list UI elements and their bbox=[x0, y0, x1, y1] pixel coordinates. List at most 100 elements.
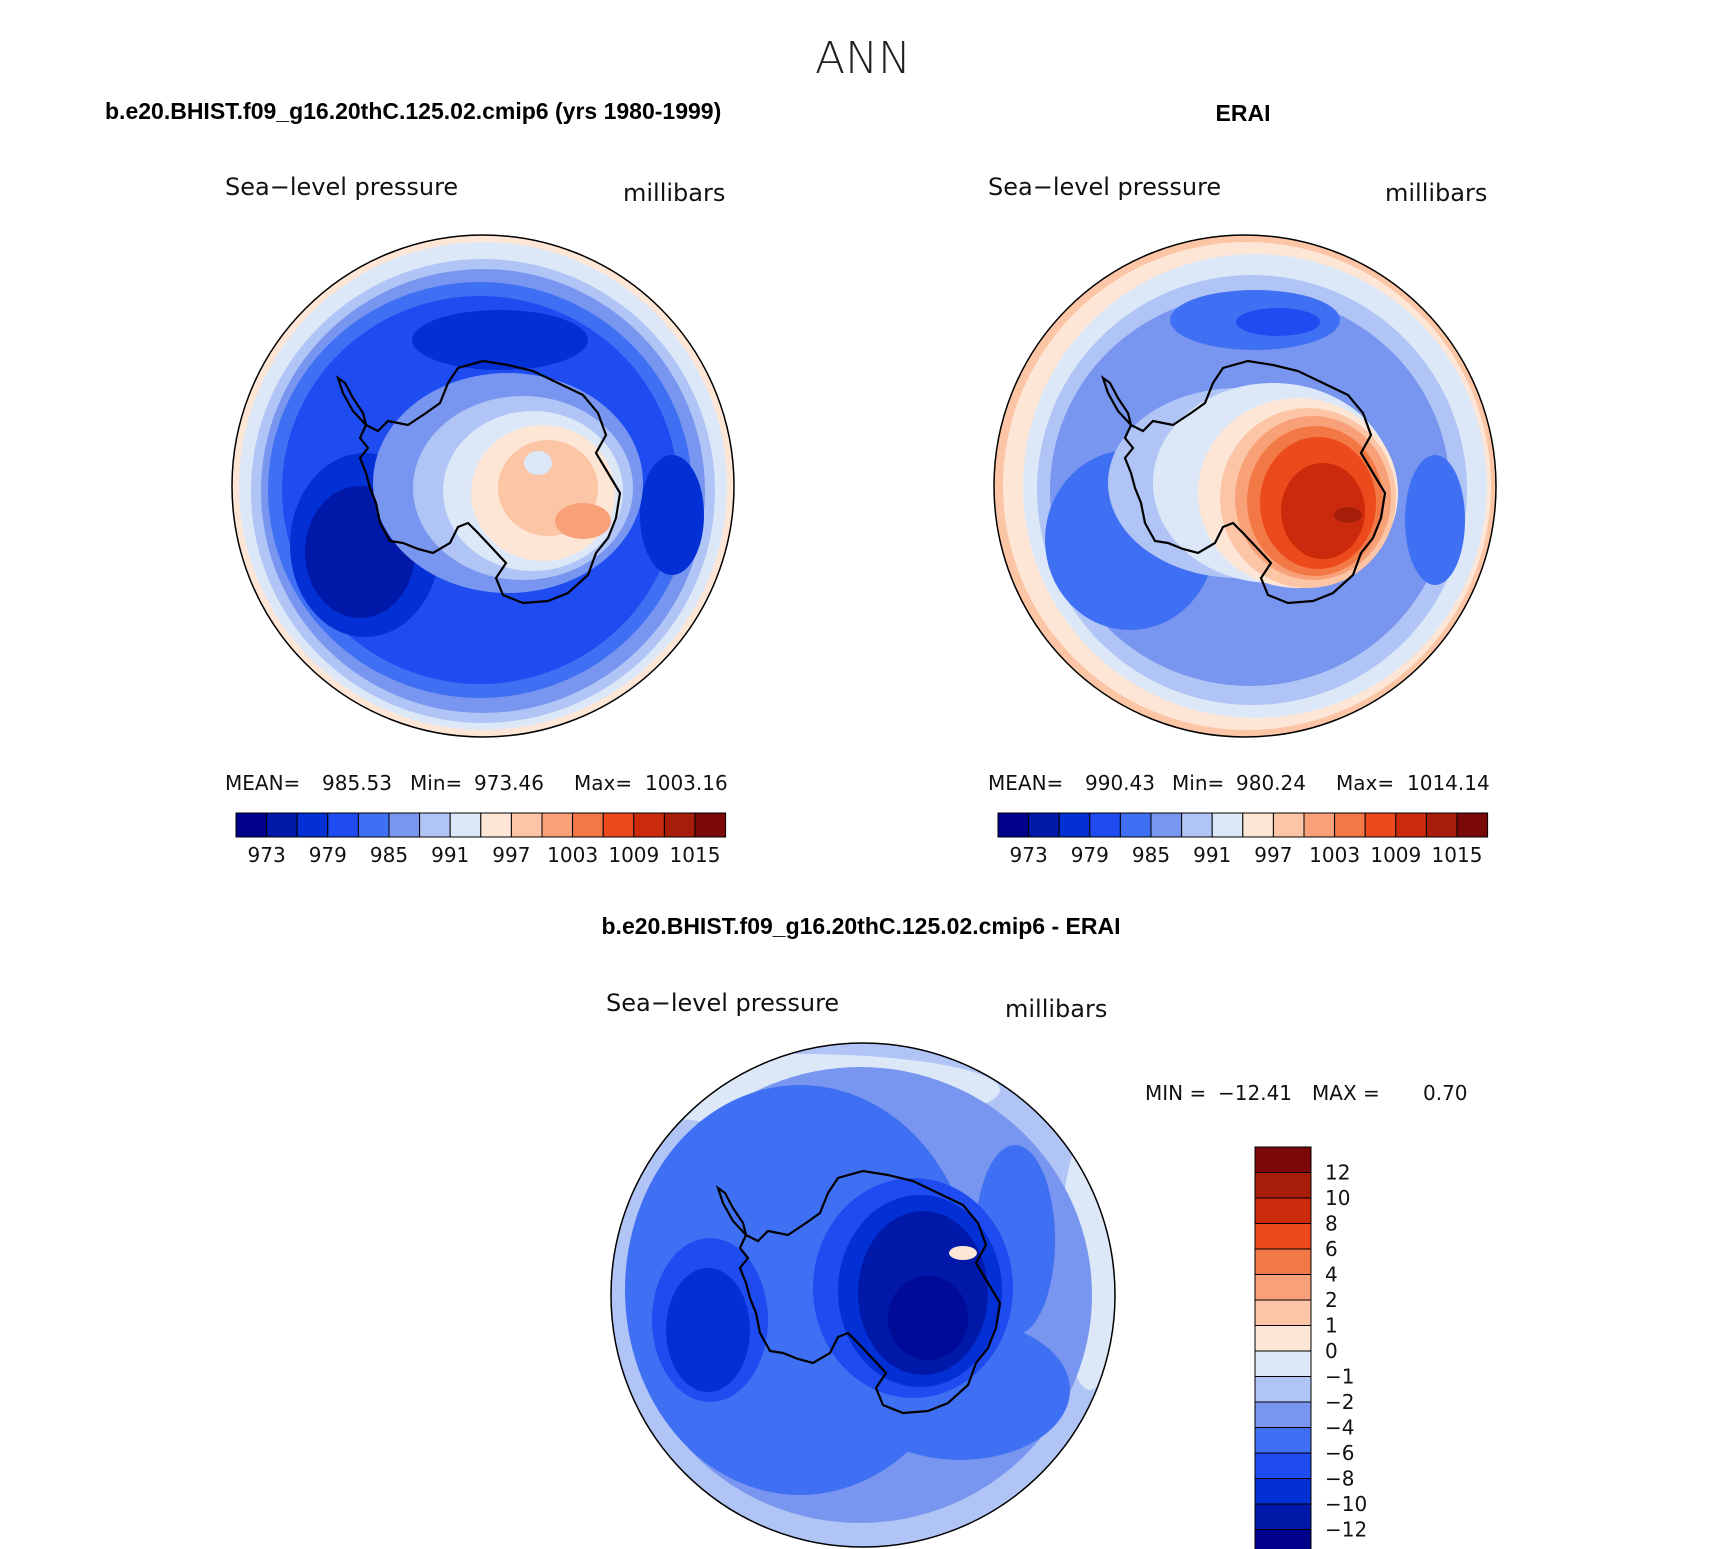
colorbar-tick-label: 997 bbox=[1254, 843, 1292, 867]
colorbar-swatch bbox=[1272, 812, 1305, 838]
panel-model: b.e20.BHIST.f09_g16.20thC.125.02.cmip6 (… bbox=[105, 98, 735, 867]
polar-map-model bbox=[232, 235, 734, 737]
colorbar-swatch bbox=[1254, 1172, 1312, 1199]
colorbar-tick-label: −4 bbox=[1325, 1416, 1354, 1440]
units-label: millibars bbox=[1005, 995, 1107, 1023]
colorbar-swatch bbox=[1303, 812, 1336, 838]
colorbar-tick-label: 0 bbox=[1325, 1339, 1338, 1363]
colorbar-swatch bbox=[1254, 1299, 1312, 1326]
panel-heading: b.e20.BHIST.f09_g16.20thC.125.02.cmip6 -… bbox=[602, 913, 1121, 939]
colorbar-swatch bbox=[1425, 812, 1458, 838]
panel-difference: b.e20.BHIST.f09_g16.20thC.125.02.cmip6 -… bbox=[602, 913, 1468, 1549]
colorbar-swatch bbox=[1254, 1427, 1312, 1454]
colorbar-swatch bbox=[997, 812, 1030, 838]
figure-title: ANN bbox=[815, 33, 911, 84]
colorbar-tick-label: 997 bbox=[492, 843, 530, 867]
map-border bbox=[610, 1042, 1116, 1548]
panel-heading: ERAI bbox=[1216, 100, 1271, 126]
units-label: millibars bbox=[1385, 179, 1487, 207]
colorbar-tick-label: 8 bbox=[1325, 1212, 1338, 1236]
colorbar-tick-label: 979 bbox=[1071, 843, 1109, 867]
colorbar-swatch bbox=[510, 812, 543, 838]
colorbar-tick-label: 2 bbox=[1325, 1288, 1338, 1312]
stat-max-value: 0.70 bbox=[1423, 1081, 1468, 1105]
colorbar-swatch bbox=[1254, 1478, 1312, 1505]
stat-min-label: Min= bbox=[1172, 771, 1224, 795]
colorbar-swatch bbox=[1254, 1223, 1312, 1250]
colorbar-erai: 973 979 985 991 997 1003 1009 1015 bbox=[997, 812, 1489, 867]
colorbar-tick-label: 1009 bbox=[608, 843, 659, 867]
stat-min-value: 980.24 bbox=[1236, 771, 1306, 795]
stat-min-value: 973.46 bbox=[474, 771, 544, 795]
colorbar-swatch bbox=[1254, 1325, 1312, 1352]
variable-label: Sea−level pressure bbox=[225, 173, 458, 201]
colorbar-tick-label: 1015 bbox=[670, 843, 721, 867]
colorbar-swatch bbox=[694, 812, 727, 838]
stat-max-value: 1014.14 bbox=[1407, 771, 1490, 795]
colorbar-swatch bbox=[1334, 812, 1366, 838]
variable-label: Sea−level pressure bbox=[606, 989, 839, 1017]
colorbar-swatch bbox=[1254, 1248, 1312, 1275]
colorbar-swatch bbox=[1211, 812, 1244, 838]
colorbar-tick-label: −10 bbox=[1325, 1492, 1367, 1516]
colorbar-tick-label: 1009 bbox=[1370, 843, 1421, 867]
stat-mean-value: 985.53 bbox=[322, 771, 392, 795]
colorbar-swatch bbox=[1181, 812, 1213, 838]
polar-map-erai bbox=[994, 235, 1496, 737]
colorbar-swatch bbox=[1254, 1376, 1312, 1403]
colorbar-swatch bbox=[1254, 1146, 1312, 1173]
colorbar-tick-label: −8 bbox=[1325, 1467, 1354, 1491]
colorbar-swatch bbox=[235, 812, 268, 838]
colorbar-tick-label: 973 bbox=[248, 843, 286, 867]
colorbar-tick-label: 991 bbox=[1193, 843, 1231, 867]
panel-heading: b.e20.BHIST.f09_g16.20thC.125.02.cmip6 (… bbox=[105, 98, 721, 124]
stat-min-value: −12.41 bbox=[1218, 1081, 1292, 1105]
colorbar-swatch bbox=[1254, 1350, 1312, 1377]
colorbar-swatch bbox=[572, 812, 604, 838]
colorbar-swatch bbox=[1395, 812, 1427, 838]
colorbar-swatch bbox=[1254, 1503, 1312, 1530]
colorbar-model: 973 979 985 991 997 1003 1009 1015 bbox=[235, 812, 727, 867]
panel-erai: ERAI Sea−level pressure millibars bbox=[988, 100, 1497, 867]
colorbar-swatch bbox=[357, 812, 390, 838]
colorbar-swatch bbox=[1456, 812, 1489, 838]
colorbar-tick-label: −2 bbox=[1325, 1390, 1354, 1414]
colorbar-tick-label: 10 bbox=[1325, 1186, 1350, 1210]
colorbar-swatch bbox=[1254, 1274, 1312, 1301]
colorbar-swatch bbox=[449, 812, 482, 838]
units-label: millibars bbox=[623, 179, 725, 207]
colorbar-swatch bbox=[1254, 1529, 1312, 1549]
stat-max-label: Max= bbox=[1336, 771, 1394, 795]
colorbar-swatch bbox=[1089, 812, 1121, 838]
colorbar-swatch bbox=[388, 812, 421, 838]
colorbar-swatch bbox=[327, 812, 359, 838]
colorbar-swatch bbox=[633, 812, 665, 838]
map-border bbox=[993, 234, 1497, 738]
colorbar-swatch bbox=[541, 812, 574, 838]
colorbar-swatch bbox=[1254, 1401, 1312, 1428]
stat-min-label: Min= bbox=[410, 771, 462, 795]
colorbar-tick-label: −12 bbox=[1325, 1518, 1367, 1542]
colorbar-tick-label: −6 bbox=[1325, 1441, 1354, 1465]
colorbar-swatch bbox=[602, 812, 635, 838]
colorbar-tick-label: 1 bbox=[1325, 1314, 1338, 1338]
colorbar-tick-label: 985 bbox=[1132, 843, 1170, 867]
colorbar-swatch bbox=[419, 812, 451, 838]
colorbar-swatch bbox=[480, 812, 512, 838]
colorbar-tick-label: 1015 bbox=[1432, 843, 1483, 867]
colorbar-swatch bbox=[1028, 812, 1060, 838]
colorbar-tick-label: 4 bbox=[1325, 1263, 1338, 1287]
stat-mean-value: 990.43 bbox=[1085, 771, 1155, 795]
colorbar-tick-label: 979 bbox=[309, 843, 347, 867]
colorbar-tick-label: −1 bbox=[1325, 1365, 1354, 1389]
colorbar-tick-label: 12 bbox=[1325, 1161, 1350, 1185]
colorbar-swatch bbox=[1058, 812, 1091, 838]
colorbar-tick-label: 1003 bbox=[547, 843, 598, 867]
polar-map-difference bbox=[611, 1043, 1115, 1547]
map-border bbox=[231, 234, 735, 738]
colorbar-tick-label: 1003 bbox=[1309, 843, 1360, 867]
stat-max-value: 1003.16 bbox=[645, 771, 728, 795]
colorbar-swatch bbox=[1150, 812, 1183, 838]
